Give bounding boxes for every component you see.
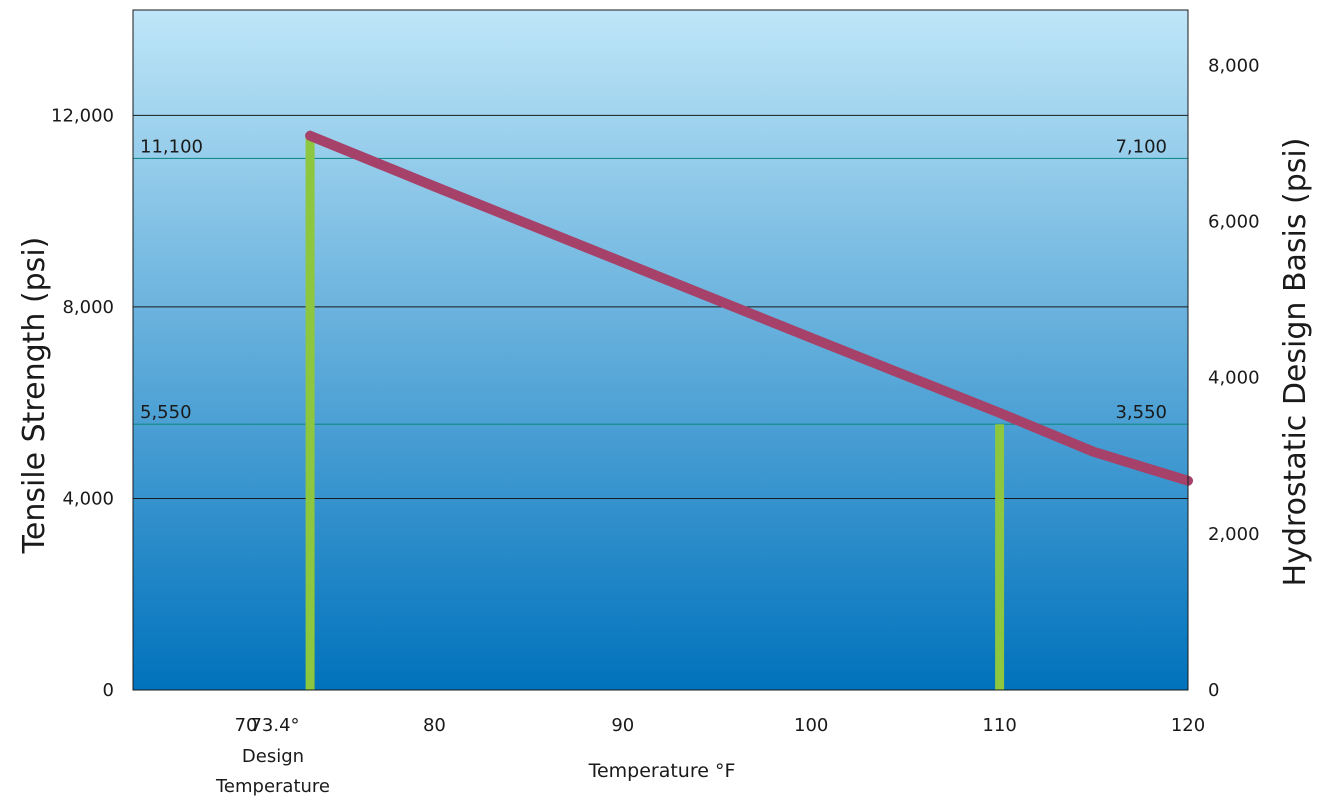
y-left-tick-label: 4,000 (62, 488, 114, 509)
y-left-tick-label: 12,000 (51, 105, 114, 126)
x-tick-label: 110 (982, 715, 1016, 736)
y-right-tick-label: 0 (1208, 680, 1219, 701)
design-temp-caption-1: Design (242, 746, 304, 767)
x-tick-label: 120 (1171, 715, 1205, 736)
plot-area (133, 10, 1188, 690)
x-axis-title: Temperature °F (588, 760, 736, 782)
temperature-markers (305, 135, 1005, 690)
y-left-tick-label: 8,000 (62, 297, 114, 318)
y-right-axis-title: Hydrostatic Design Basis (psi) (1278, 138, 1313, 587)
reference-right-label: 7,100 (1115, 136, 1167, 157)
y-right-tick-label: 4,000 (1208, 368, 1260, 389)
reference-left-label: 5,550 (140, 402, 192, 423)
x-tick-label: 70 (235, 715, 258, 736)
reference-left-label: 11,100 (140, 136, 203, 157)
y-right-tick-label: 6,000 (1208, 212, 1260, 233)
x-tick-label: 100 (794, 715, 828, 736)
reference-right-label: 3,550 (1115, 402, 1167, 423)
y-left-axis-title: Tensile Strength (psi) (17, 237, 52, 555)
design-temp-label: 73.4° (250, 715, 299, 736)
hdb-curve (305, 130, 1193, 486)
x-tick-label: 90 (611, 715, 634, 736)
x-tick-label: 80 (423, 715, 446, 736)
y-right-tick-label: 2,000 (1208, 524, 1260, 545)
y-right-tick-label: 8,000 (1208, 55, 1260, 76)
axis-ticks: 0 4,000 8,000 12,000 0 2,000 4,000 6,000 8,000 70… (51, 55, 1260, 736)
plot-frame (132, 9, 1189, 691)
y-left-tick-label: 0 (103, 680, 114, 701)
design-temp-caption-2: Temperature (215, 776, 330, 797)
